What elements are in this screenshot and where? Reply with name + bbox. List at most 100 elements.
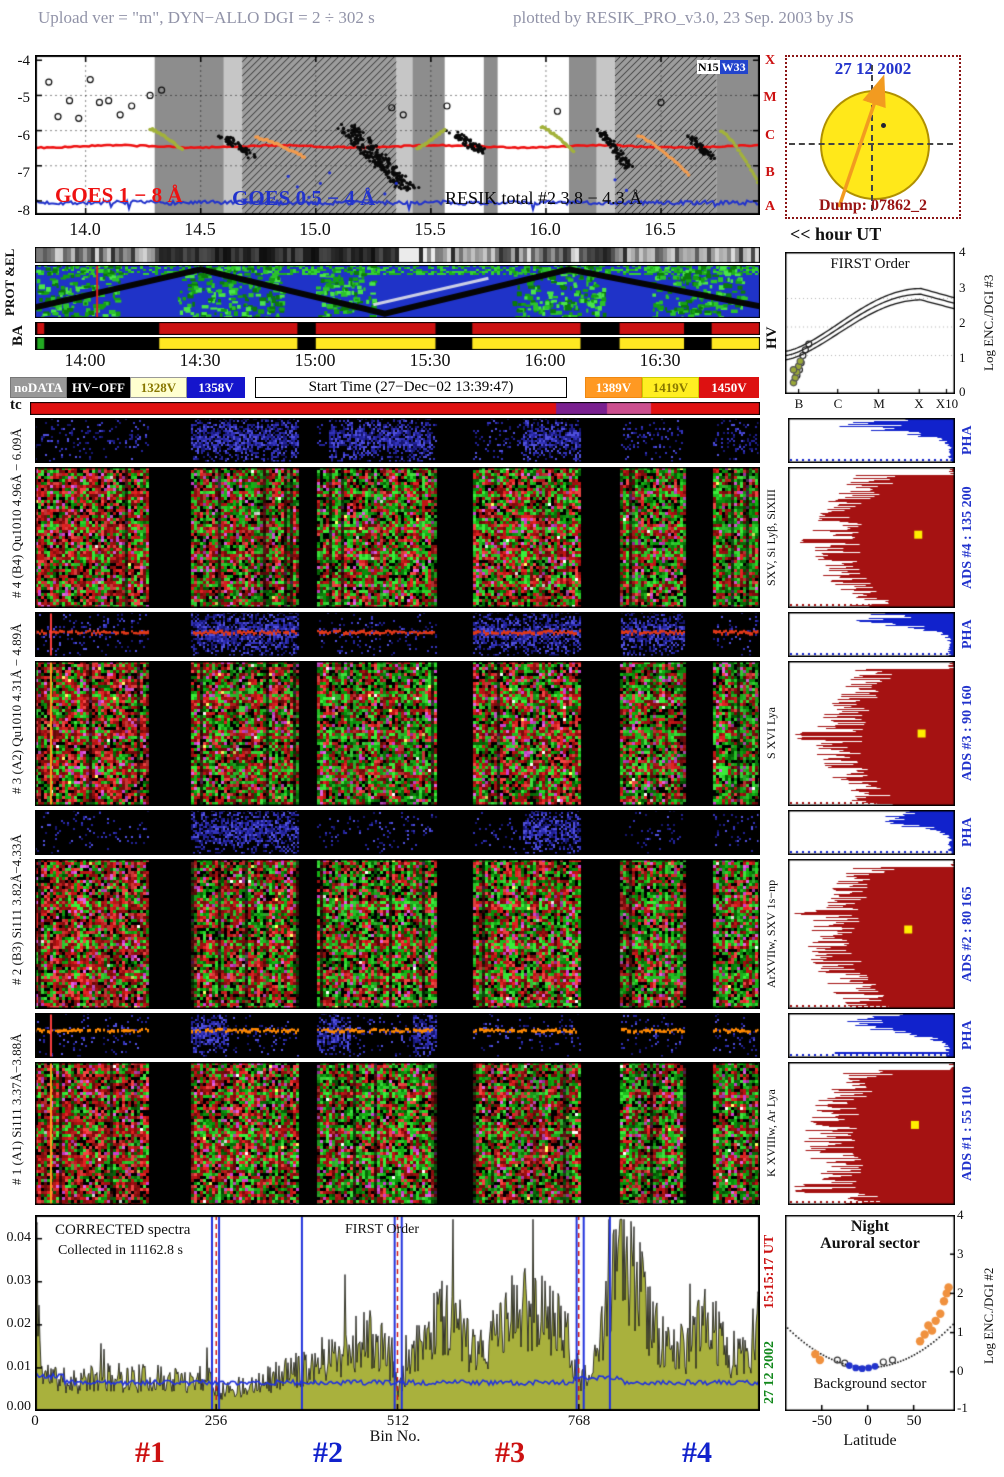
ba-bottom-strip-canvas [35, 337, 760, 350]
ads-axis-label: ADS #4 : 135 200 [960, 486, 975, 589]
goes-short-band-label: GOES 0.5 − 4 Å [232, 186, 376, 210]
quadrant-label: #2 [313, 1436, 343, 1469]
legend-item: 1389V [585, 377, 642, 398]
first-order-annotation: FIRST Order [345, 1222, 420, 1237]
goes-class-letter: X [764, 53, 776, 68]
latitude-xtick-label: 0 [864, 1413, 872, 1429]
spectral-line-label: SXV, Si Lyβ, SiXIII [764, 489, 778, 586]
latitude-xtick-label: 50 [906, 1413, 922, 1429]
latitude-scatter-canvas [785, 1215, 955, 1411]
latitude-right-tick: 3 [957, 1246, 964, 1261]
goes-xtick-label: 14.0 [69, 219, 101, 239]
goes-class-letter: C [764, 128, 776, 143]
bottom-xtick-label: 256 [204, 1413, 228, 1429]
goes-xtick-label: 15.5 [414, 219, 446, 239]
first-order-right-tick: 3 [959, 280, 966, 295]
latitude-right-tick: 1 [957, 1324, 964, 1339]
strip-xtick-label: 15:30 [409, 350, 451, 370]
tc-label: tc [10, 397, 22, 413]
goes-ytick-label: -4 [17, 53, 31, 69]
collection-time-label: Collected in 11162.8 s [58, 1243, 183, 1258]
active-region-chip: N15 W33 [697, 60, 748, 75]
channel1-pha-histogram-canvas [788, 1013, 955, 1058]
tc-colorbar-canvas [30, 402, 760, 415]
channel-group-label: # 2 (B3) Si111 3.82Å−4.33Å [9, 834, 24, 985]
channel4-spectrogram-canvas [35, 467, 760, 608]
latitude-right-tick: -1 [957, 1400, 968, 1415]
goes-long-band-label: GOES 1 − 8 Å [55, 183, 183, 207]
channel2-ads-histogram-canvas [788, 859, 955, 1009]
corrected-spectrum-canvas [35, 1215, 760, 1411]
first-order-right-tick: 4 [959, 244, 966, 259]
latitude-right-axis-label: Log ENC./DGI #2 [981, 1267, 996, 1364]
legend-item: HV−OFF [67, 377, 130, 398]
channel1-pha-strip-canvas [35, 1013, 760, 1058]
quadrant-label: #3 [495, 1436, 525, 1469]
pointing-arrow-icon [837, 74, 886, 208]
ba-top-strip-canvas [35, 322, 760, 335]
goes-ytick-label: -8 [17, 203, 31, 219]
legend-item: 1450V [699, 377, 759, 398]
latitude-axis-label: Latitude [843, 1432, 897, 1449]
channel-group-label: # 3 (A2) Qu1010 4.31Å − 4.89Å [9, 623, 24, 795]
legend-item: Start Time (27−Dec−02 13:39:47) [255, 377, 567, 398]
pha-axis-label: PHA [960, 1020, 975, 1051]
dump-label: Dump: 07862_2 [818, 197, 927, 214]
channel2-pha-strip-canvas [35, 810, 760, 855]
ads-axis-label: ADS #2 : 80 165 [960, 886, 975, 982]
latitude-right-tick: 4 [957, 1207, 964, 1222]
strip-xtick-label: 15:00 [294, 350, 336, 370]
channel-group-label: # 4 (B4) Qu1010 4.96Å − 6.09Å [9, 428, 24, 598]
bottom-xtick-label: 512 [386, 1413, 410, 1429]
spectral-line-label: K XVIIIw, Ar Lya [764, 1089, 778, 1178]
corrected-spectra-title: CORRECTED spectra [55, 1222, 191, 1238]
active-region-dot [881, 123, 886, 128]
strip-xtick-label: 14:00 [64, 350, 106, 370]
first-order-title: FIRST Order [830, 256, 910, 272]
channel3-pha-strip-canvas [35, 612, 760, 657]
quadrant-label: #1 [135, 1436, 165, 1469]
auroral-sector-label: Auroral sector [820, 1235, 920, 1252]
header-right-text: plotted by RESIK_PRO_v3.0, 23 Sep. 2003 … [513, 8, 854, 27]
channel2-spectrogram-canvas [35, 859, 760, 1009]
background-sector-label: Background sector [813, 1376, 927, 1392]
bin-number-axis-label: Bin No. [369, 1428, 421, 1445]
dump-date-label: 27 12 2002 [762, 1341, 777, 1404]
prot-el-axis-label: PROT &EL [2, 248, 17, 316]
ads-axis-label: ADS #1 : 55 110 [960, 1086, 975, 1181]
channel1-spectrogram-canvas [35, 1062, 760, 1205]
first-order-xtick-letter: X10 [935, 396, 959, 411]
first-order-right-tick: 0 [959, 384, 966, 399]
goes-class-letter: A [764, 199, 776, 214]
bottom-ytick-label: 0.02 [6, 1316, 32, 1331]
spectral-line-label: S XVI Lya [764, 707, 778, 760]
channel4-pha-histogram-canvas [788, 418, 955, 463]
bottom-xtick-label: 768 [567, 1413, 591, 1429]
first-order-xtick-letter: M [873, 396, 885, 411]
solar-disk-panel: 27 12 2002 Dump: 07862_2 [785, 55, 961, 219]
goes-xtick-label: 14.5 [184, 219, 216, 239]
bottom-ytick-label: 0.00 [6, 1399, 32, 1414]
goes-class-letter: B [765, 165, 775, 180]
pha-axis-label: PHA [960, 425, 975, 456]
legend-item: 1419V [642, 377, 699, 398]
channel3-spectrogram-canvas [35, 661, 760, 806]
goes-flux-canvas [35, 55, 760, 215]
channel2-pha-histogram-canvas [788, 810, 955, 855]
hv-axis-label: HV [764, 326, 780, 350]
latitude-xtick-label: -50 [812, 1413, 832, 1429]
channel4-pha-strip-canvas [35, 418, 760, 463]
first-order-xtick-letter: X [914, 396, 924, 411]
solar-date-label: 27 12 2002 [834, 59, 912, 78]
solar-disk [820, 90, 930, 200]
ads-axis-label: ADS #3 : 90 160 [960, 685, 975, 782]
prot-el-color-canvas [35, 265, 760, 318]
bottom-ytick-label: 0.01 [6, 1359, 32, 1374]
crosshair-vertical-line [871, 65, 873, 211]
channel4-ads-histogram-canvas [788, 467, 955, 608]
first-order-right-axis-label: Log ENC./DGI #3 [981, 274, 996, 372]
header-left-text: Upload ver = "m", DYN−ALLO DGI = 2 ÷ 302… [38, 8, 375, 27]
pha-axis-label: PHA [960, 817, 975, 848]
latitude-right-tick: 0 [957, 1363, 964, 1378]
goes-ytick-label: -5 [17, 90, 31, 106]
